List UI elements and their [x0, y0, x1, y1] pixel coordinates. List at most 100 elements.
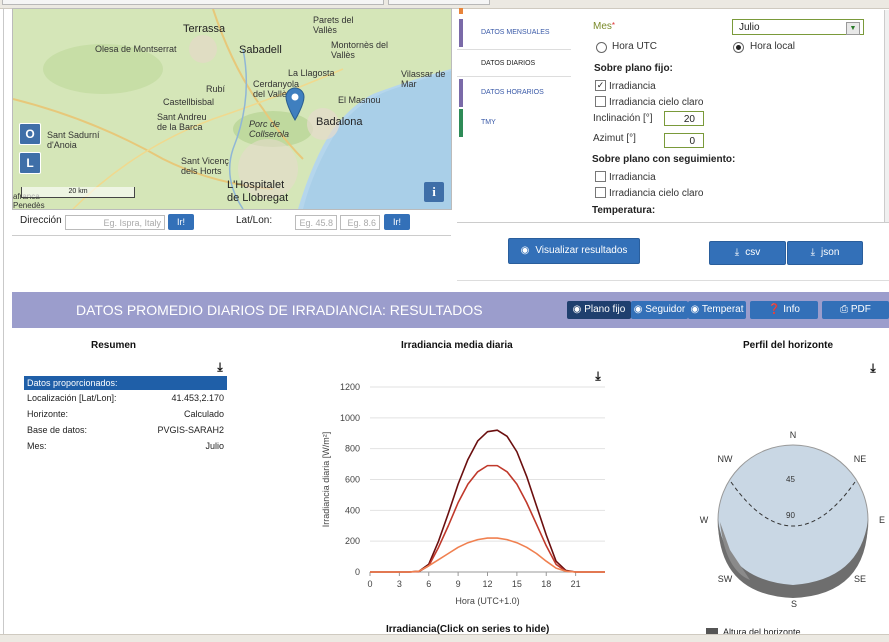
summary-row: Localización [Lat/Lon]: 41.453,2.170 [24, 390, 227, 406]
tab-daily[interactable]: DATOS DIARIOS [457, 49, 571, 77]
map-label: Cerdanyola del Vallès [253, 79, 300, 99]
fixed-plane-heading: Sobre plano fijo: [594, 63, 673, 74]
y-tick-label: 600 [345, 475, 360, 485]
azimuth-label: Azimut [°] [593, 133, 636, 144]
x-tick-label: 9 [456, 579, 461, 589]
download-icon: ⤓ [734, 247, 740, 258]
irradiance-checkbox[interactable]: ✓ [595, 80, 606, 91]
summary-row: Mes: Julio [24, 438, 227, 454]
top-field-2[interactable] [388, 0, 490, 5]
zoom-in-button[interactable]: O [19, 123, 41, 145]
top-field-1[interactable] [2, 0, 384, 5]
y-tick-label: 1000 [340, 413, 360, 423]
printer-icon: ⎙ [840, 304, 851, 315]
tab-label: DATOS HORARIOS [481, 89, 544, 96]
irradiance-label: Irradiancia [609, 81, 656, 92]
map-label: Porc de Collserola [249, 119, 290, 139]
eye-icon: ◉ [572, 304, 585, 315]
pdf-button[interactable]: ⎙ PDF [822, 301, 889, 319]
summary-value: Julio [205, 441, 224, 451]
month-select[interactable]: Julio ▼ [732, 19, 864, 35]
horizon-title: Perfil del horizonte [743, 340, 834, 351]
csv-download-button[interactable]: ⤓ csv [709, 241, 786, 265]
daily-form: Mes* Julio ▼ Hora UTC Hora local Sobre p… [572, 8, 889, 224]
json-download-button[interactable]: ⤓ json [787, 241, 863, 265]
clear-sky-checkbox[interactable] [595, 96, 606, 107]
chevron-down-icon: ▼ [846, 22, 860, 35]
hour-local-radio[interactable] [733, 42, 744, 53]
lat-input[interactable]: Eg. 45.8 [295, 215, 337, 230]
map-info-button[interactable]: i [424, 182, 444, 202]
map-label: Parets del Vallès [313, 15, 354, 35]
azimuth-input[interactable]: 0 [664, 133, 704, 148]
form-scrollbar[interactable] [884, 10, 889, 222]
temperature-result-label: Temperat [701, 304, 744, 315]
tracking-plane-heading: Sobre plano con seguimiento: [592, 154, 736, 165]
tab-accent [459, 8, 463, 14]
map-label: Vilassar de Mar [401, 69, 446, 89]
lon-input[interactable]: Eg. 8.6 [340, 215, 380, 230]
address-label: Dirección [20, 215, 62, 226]
location-marker-icon[interactable] [285, 87, 305, 121]
visualize-results-button[interactable]: ◉ Visualizar resultados [508, 238, 640, 264]
tracker-result-button[interactable]: ◉ Seguidor [631, 301, 688, 319]
y-tick-label: 0 [355, 567, 360, 577]
chart-svg[interactable]: 0 200 400 600 800 1000 1200 0 3 6 9 12 15 18 21 Hora (U… [310, 372, 630, 612]
visualize-label: Visualizar resultados [535, 245, 628, 256]
horizon-ring-label: 90 [786, 511, 795, 520]
horizon-legend[interactable]: Altura del horizonte [706, 627, 801, 638]
map-label: El Masnou [338, 95, 381, 105]
horizon-label: NW [718, 454, 733, 464]
horizon-label: SE [854, 574, 866, 584]
tracking-irradiance-checkbox[interactable] [595, 171, 606, 182]
latlon-label: Lat/Lon: [236, 215, 273, 226]
summary-table: Datos proporcionados: Localización [Lat/… [24, 376, 227, 454]
tracker-result-label: Seguidor [645, 304, 686, 315]
temperature-result-button[interactable]: ◉ Temperat [688, 301, 746, 319]
map[interactable]: Terrassa Parets del Vallès Olesa de Mont… [12, 8, 452, 210]
map-label: Castellbisbal [163, 97, 215, 107]
y-tick-label: 400 [345, 505, 360, 515]
zoom-out-button[interactable]: L [19, 152, 41, 174]
map-label: Badalona [316, 116, 363, 128]
hour-utc-label: Hora UTC [612, 41, 658, 52]
irradiance-chart[interactable]: 0 200 400 600 800 1000 1200 0 3 6 9 12 15 18 21 Hora (U… [310, 372, 630, 612]
y-tick-label: 1200 [340, 382, 360, 392]
latlon-go-button[interactable]: Ir! [384, 214, 410, 230]
eye-icon: ◉ [520, 245, 530, 256]
fixed-plane-result-button[interactable]: ◉ Plano fijo [567, 301, 631, 319]
chart-download-icon[interactable]: ⤓ [595, 369, 601, 383]
legend-label: Altura del horizonte [723, 627, 801, 637]
tracking-clear-sky-checkbox[interactable] [595, 187, 606, 198]
summary-download-icon[interactable]: ⤓ [217, 360, 223, 374]
x-tick-label: 3 [397, 579, 402, 589]
question-icon: ❓ [768, 304, 784, 315]
summary-title: Resumen [91, 340, 137, 351]
series-line [370, 537, 605, 573]
hour-local-label: Hora local [750, 41, 796, 52]
azimuth-value: 0 [689, 136, 695, 147]
address-input[interactable]: Eg. Ispra, Italy [65, 215, 165, 230]
summary-header: Datos proporcionados: [24, 376, 227, 390]
clear-sky-label: Irradiancia cielo claro [609, 97, 704, 108]
hour-utc-radio[interactable] [596, 42, 607, 53]
x-tick-label: 12 [482, 579, 492, 589]
tab-tmy[interactable]: TMY [457, 109, 571, 137]
info-button[interactable]: ❓ Info [750, 301, 818, 319]
inclination-input[interactable]: 20 [664, 111, 704, 126]
y-tick-label: 800 [345, 444, 360, 454]
horizon-download-icon[interactable]: ⤓ [870, 361, 876, 375]
chart-footer: Irradiancia(Click on series to hide) [386, 624, 550, 635]
series-line [370, 464, 605, 573]
horizon-chart: N NE E SE S SW W NW 45 90 [690, 420, 889, 620]
tab-hourly[interactable]: DATOS HORARIOS [457, 79, 571, 107]
summary-key: Base de datos: [27, 425, 88, 435]
eye-icon: ◉ [690, 304, 702, 315]
horizon-label: N [790, 430, 797, 440]
map-label: L'Hospitalet de Llobregat [227, 179, 289, 204]
horizon-svg: N NE E SE S SW W NW 45 90 [700, 430, 885, 609]
legend-swatch [706, 628, 718, 638]
tab-monthly[interactable]: DATOS MENSUALES [457, 19, 571, 47]
address-go-button[interactable]: Ir! [168, 214, 194, 230]
horizon-label: E [879, 515, 885, 525]
